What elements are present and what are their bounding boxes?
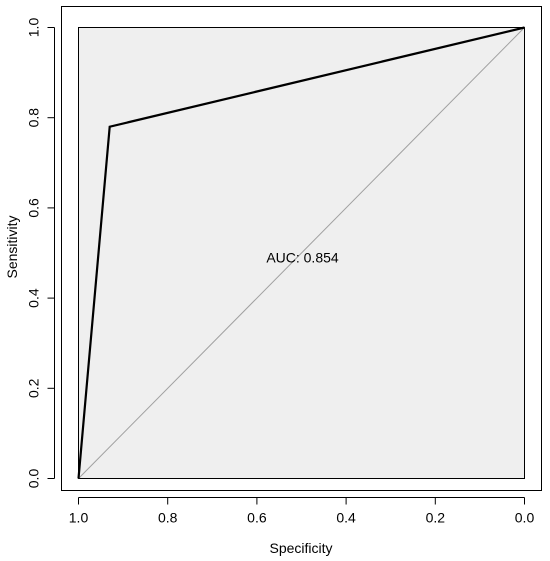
reference-layer bbox=[78, 27, 525, 479]
roc-curve-0 bbox=[77, 26, 525, 479]
annotation-layer: AUC: 0.854 bbox=[266, 250, 339, 266]
x-tick-label-1: 0.8 bbox=[158, 510, 178, 526]
y-tick-label-3: 0.6 bbox=[26, 198, 42, 218]
y-tick-label-0: 0.0 bbox=[26, 469, 42, 489]
reference-diagonal-line bbox=[78, 27, 525, 479]
y-tick-label-4: 0.8 bbox=[26, 108, 42, 128]
plot-frame bbox=[61, 6, 542, 491]
y-tick-label-1: 0.2 bbox=[26, 378, 42, 398]
axes-layer: 1.0 0.8 0.6 0.4 0.2 0.0 0.0 0.2 0.4 0.6 0.8 1.0 bbox=[26, 18, 535, 526]
x-tick-label-5: 0.0 bbox=[515, 510, 535, 526]
x-axis-title: Specificity bbox=[269, 540, 332, 556]
x-tick-label-0: 1.0 bbox=[69, 510, 89, 526]
y-tick-label-5: 1.0 bbox=[26, 18, 42, 38]
y-axis-title: Sensitivity bbox=[4, 215, 20, 278]
x-tick-label-3: 0.4 bbox=[336, 510, 356, 526]
auc-annotation-0: AUC: 0.854 bbox=[266, 250, 339, 266]
series-layer bbox=[77, 26, 525, 479]
x-tick-label-2: 0.6 bbox=[247, 510, 267, 526]
x-tick-label-4: 0.2 bbox=[426, 510, 446, 526]
y-tick-label-2: 0.4 bbox=[26, 288, 42, 308]
